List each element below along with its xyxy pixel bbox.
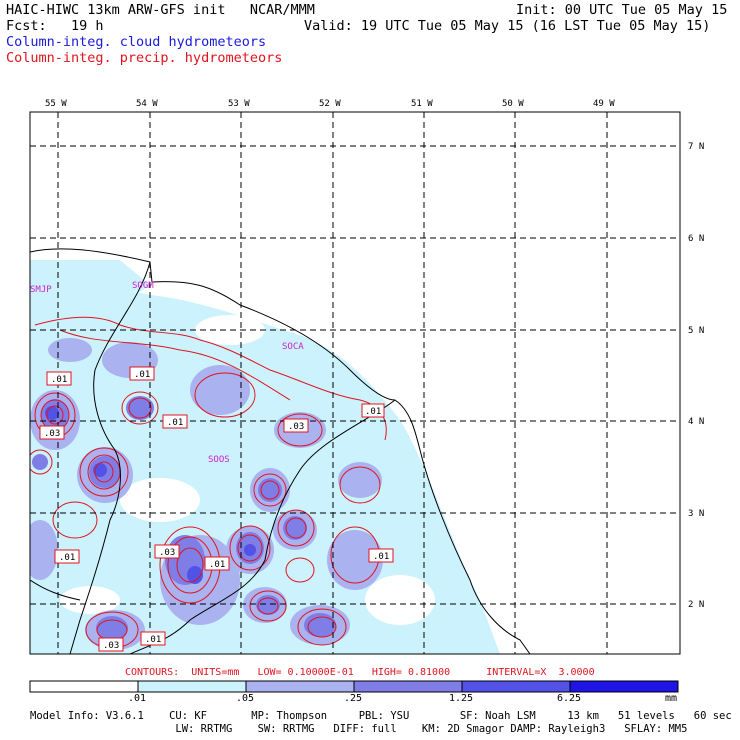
colorbar	[29, 680, 679, 693]
hydrometeor-field	[30, 248, 531, 654]
field-precip-label: Column-integ. precip. hydrometeors	[6, 50, 283, 66]
lat-label: 3 N	[688, 509, 704, 519]
map-frame	[29, 111, 681, 655]
colorbar-tick: .05	[236, 693, 255, 704]
contour-label: .01	[46, 371, 72, 386]
field-cloud-label: Column-integ. cloud hydrometeors	[6, 34, 267, 50]
svg-text:.03: .03	[44, 429, 60, 439]
contour-label: .01	[368, 548, 394, 563]
lat-label: 4 N	[688, 417, 704, 427]
lat-label: 7 N	[688, 142, 704, 152]
lon-label: 55 W	[45, 99, 67, 109]
station-label: SOGM	[132, 281, 154, 291]
contour-label: .03	[39, 425, 65, 440]
lat-label: 2 N	[688, 600, 704, 610]
plot-title: HAIC-HIWC 13km ARW-GFS init NCAR/MMM	[6, 2, 315, 18]
lon-label: 50 W	[502, 99, 524, 109]
svg-text:.03: .03	[288, 422, 304, 432]
valid-time: Valid: 19 UTC Tue 05 May 15 (16 LST Tue …	[304, 18, 711, 34]
lon-label: 49 W	[593, 99, 615, 109]
contour-label: .01	[54, 549, 80, 564]
station-label: SMJP	[30, 285, 52, 295]
svg-text:.01: .01	[209, 560, 225, 570]
model-info-line2: LW: RRTMG SW: RRTMG DIFF: full KM: 2D Sm…	[30, 723, 688, 735]
svg-text:.01: .01	[167, 418, 183, 428]
svg-text:.01: .01	[373, 552, 389, 562]
station-labels: SMJP SOGM SOCA SOOS	[30, 281, 304, 465]
svg-text:.01: .01	[51, 375, 67, 385]
lat-label: 6 N	[688, 234, 704, 244]
contour-label: .03	[98, 637, 124, 652]
contour-label: .01	[361, 403, 385, 418]
lat-label: 5 N	[688, 326, 704, 336]
svg-text:.01: .01	[145, 635, 161, 645]
colorbar-tick: .25	[344, 693, 363, 704]
svg-text:.01: .01	[365, 407, 381, 417]
forecast-hour: Fcst: 19 h	[6, 18, 104, 34]
latitude-labels: 7 N 6 N 5 N 4 N 3 N 2 N	[688, 142, 704, 610]
lon-label: 51 W	[411, 99, 433, 109]
model-info-line1: Model Info: V3.6.1 CU: KF MP: Thompson P…	[30, 710, 732, 722]
svg-text:.03: .03	[159, 548, 175, 558]
longitude-labels: 55 W 54 W 53 W 52 W 51 W 50 W 49 W	[45, 99, 615, 109]
colorbar-unit: mm	[665, 693, 678, 704]
svg-text:.01: .01	[59, 553, 75, 563]
contour-labels: .01 .01 .03 .01 .03 .01 .03 .01 .01 .01 …	[39, 366, 394, 652]
contour-label: .01	[204, 556, 230, 571]
contour-info: CONTOURS: UNITS=mm LOW= 0.10000E-01 HIGH…	[125, 667, 595, 678]
station-label: SOOS	[208, 455, 230, 465]
lon-label: 54 W	[136, 99, 158, 109]
svg-text:.03: .03	[103, 641, 119, 651]
init-time: Init: 00 UTC Tue 05 May 15	[516, 2, 728, 18]
colorbar-tick: 6.25	[557, 693, 582, 704]
contour-label: .03	[154, 544, 180, 559]
colorbar-tick: .01	[128, 693, 147, 704]
lon-label: 53 W	[228, 99, 250, 109]
contour-label: .03	[283, 418, 309, 433]
contour-label: .01	[129, 366, 155, 381]
contour-label: .01	[140, 631, 166, 646]
colorbar-tick: 1.25	[449, 693, 474, 704]
lon-label: 52 W	[319, 99, 341, 109]
svg-text:.01: .01	[134, 370, 150, 380]
contour-label: .01	[162, 414, 188, 429]
station-label: SOCA	[282, 342, 304, 352]
